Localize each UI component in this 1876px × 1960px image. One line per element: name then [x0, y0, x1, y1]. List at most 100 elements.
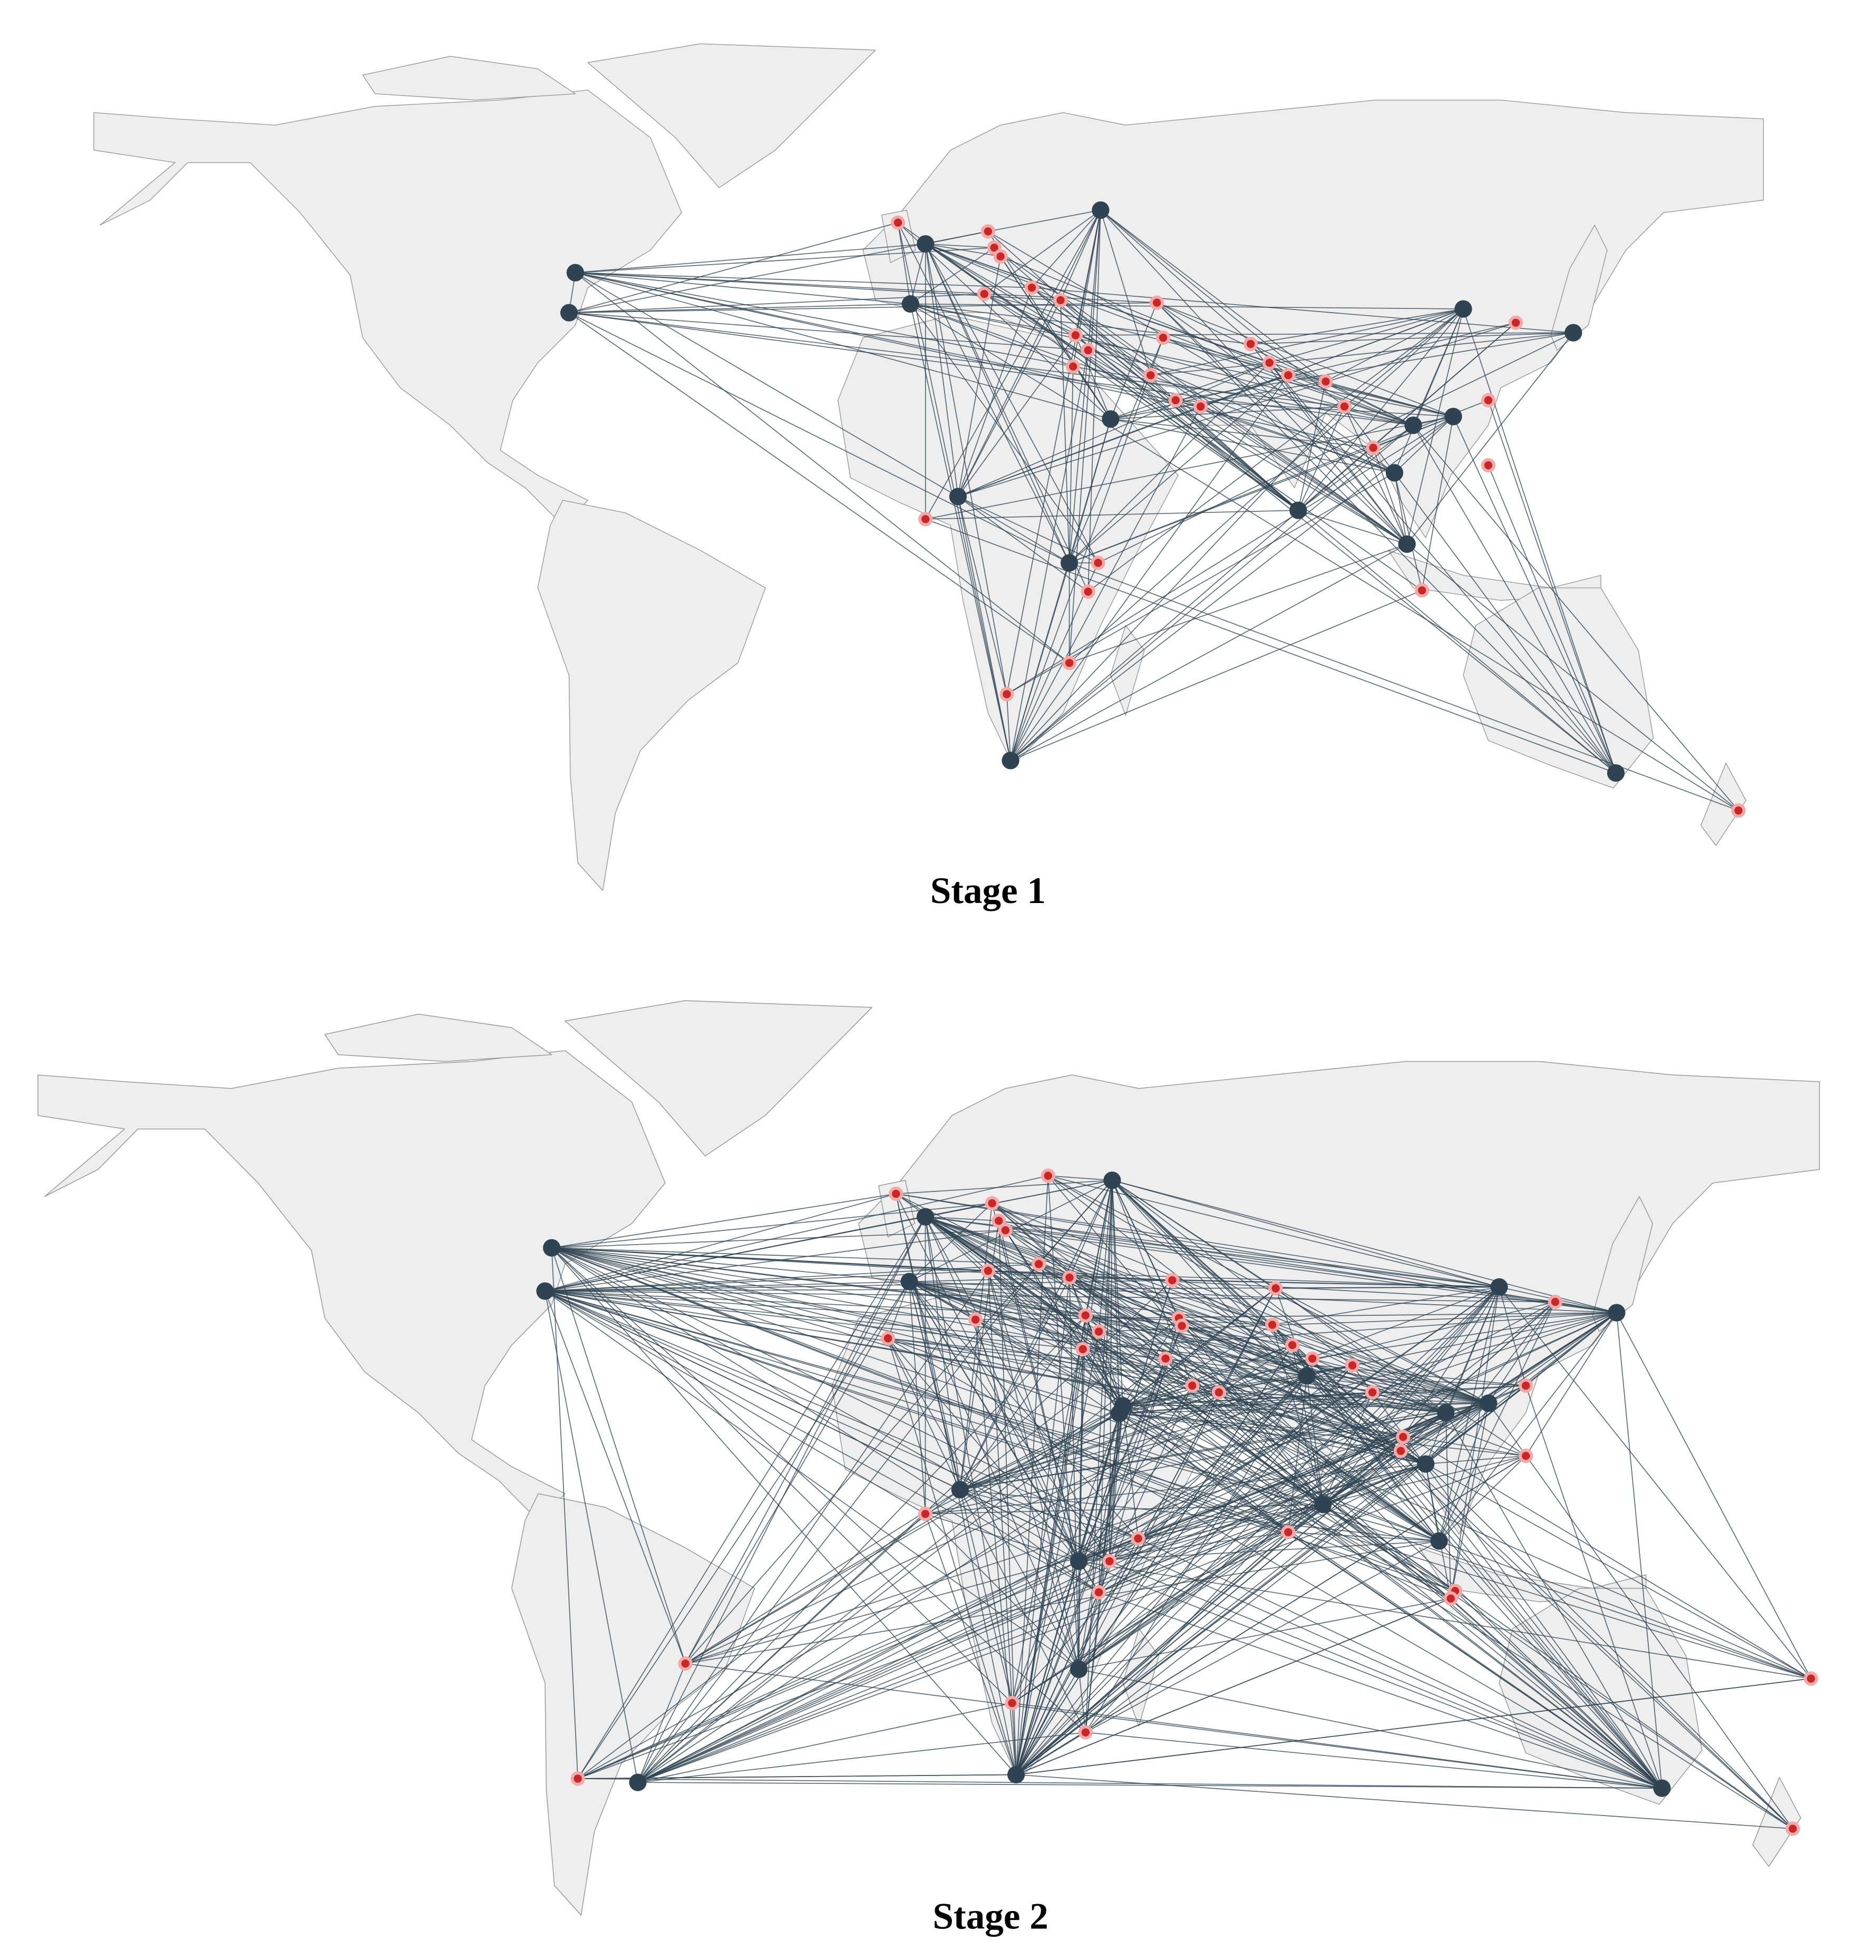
hub-node [1444, 407, 1462, 425]
edge [1112, 1180, 1500, 1288]
edge [1323, 1504, 1793, 1829]
edge [1012, 1375, 1308, 1704]
edge [1069, 1277, 1426, 1464]
edge [1069, 1277, 1120, 1414]
edge [957, 256, 1001, 497]
edge [1015, 1280, 1173, 1775]
edge [925, 1216, 1179, 1319]
edge [1499, 1286, 1812, 1679]
edge [1112, 1180, 1182, 1326]
edge [887, 1338, 1080, 1562]
city-node [1318, 374, 1333, 389]
edge [1048, 1175, 1500, 1288]
edge [637, 1344, 1293, 1783]
edge [1082, 1348, 1120, 1414]
edge [925, 243, 1151, 376]
edge [960, 1489, 1139, 1539]
edge [1005, 1230, 1426, 1464]
edge [1172, 1279, 1500, 1288]
edges [545, 1175, 1812, 1829]
edge [1098, 1180, 1113, 1332]
edge [1525, 1385, 1663, 1789]
edge [925, 244, 959, 497]
city-node [1396, 1430, 1411, 1444]
edge [897, 222, 1070, 564]
city-node [1305, 1351, 1320, 1366]
edge [1250, 332, 1573, 345]
edge [1016, 1392, 1373, 1775]
edge [925, 1216, 1110, 1561]
edge [992, 1202, 1426, 1464]
city-node [1443, 1591, 1458, 1606]
edge [925, 1216, 1313, 1359]
edge [1525, 1312, 1617, 1386]
edge [898, 222, 1111, 420]
city-node [1185, 1378, 1200, 1393]
edge [1060, 300, 1070, 563]
edge [988, 209, 1101, 232]
edge [637, 1288, 1276, 1783]
city-node [1345, 1358, 1360, 1373]
edge [1085, 1540, 1440, 1733]
edge [1438, 1312, 1617, 1541]
city-node [1165, 1273, 1180, 1288]
city-node [918, 1507, 933, 1521]
edge [1078, 1392, 1220, 1562]
edge [1085, 1315, 1123, 1406]
hub-node [1102, 410, 1120, 428]
edge [1010, 544, 1407, 761]
edge [1097, 332, 1574, 564]
edge [896, 1193, 1426, 1464]
edge [1100, 210, 1407, 545]
edge [551, 1247, 1039, 1265]
edge [925, 244, 1099, 564]
edge [1525, 1312, 1617, 1457]
edge [1307, 1375, 1812, 1679]
edge [1119, 1392, 1373, 1414]
edge [551, 1247, 1110, 1562]
city-node [1131, 1531, 1145, 1546]
city-node [1366, 440, 1381, 455]
city-node [977, 286, 992, 302]
edge [925, 244, 1070, 564]
edge [1088, 350, 1414, 426]
edge [1275, 1288, 1446, 1413]
edge [1488, 1312, 1617, 1404]
edge [685, 1663, 1663, 1789]
edge [898, 222, 1299, 511]
city-node [678, 1656, 693, 1671]
hub-node [1298, 1367, 1316, 1385]
edge [1099, 1504, 1324, 1593]
edge [909, 1281, 1083, 1350]
edge [637, 1358, 1166, 1783]
edge [551, 1229, 1006, 1248]
edge [925, 1216, 999, 1221]
edge [1250, 308, 1464, 345]
edge [925, 1217, 961, 1490]
edge [1109, 1560, 1663, 1789]
edge [1372, 1312, 1617, 1393]
edge [575, 272, 958, 497]
edge [887, 1338, 1080, 1670]
edge [1005, 1229, 1617, 1313]
city-node [1265, 1317, 1280, 1332]
edge [1219, 1392, 1446, 1413]
edge [1073, 366, 1414, 426]
edge [1122, 1317, 1180, 1406]
edge [1078, 1349, 1084, 1670]
edge [1450, 1598, 1663, 1789]
edge [685, 1375, 1307, 1664]
edge [959, 1180, 1113, 1490]
edge [998, 1220, 1307, 1376]
edge [1069, 375, 1289, 564]
edge [637, 1463, 1426, 1783]
edge [637, 1732, 1086, 1783]
edge [575, 272, 1111, 420]
edge [551, 1248, 579, 1779]
edge [575, 272, 1070, 664]
edge [975, 1319, 1307, 1376]
hub-node [1417, 1455, 1435, 1473]
edge [1438, 1540, 1811, 1679]
edge [1312, 1358, 1663, 1789]
edge [1016, 1456, 1527, 1775]
